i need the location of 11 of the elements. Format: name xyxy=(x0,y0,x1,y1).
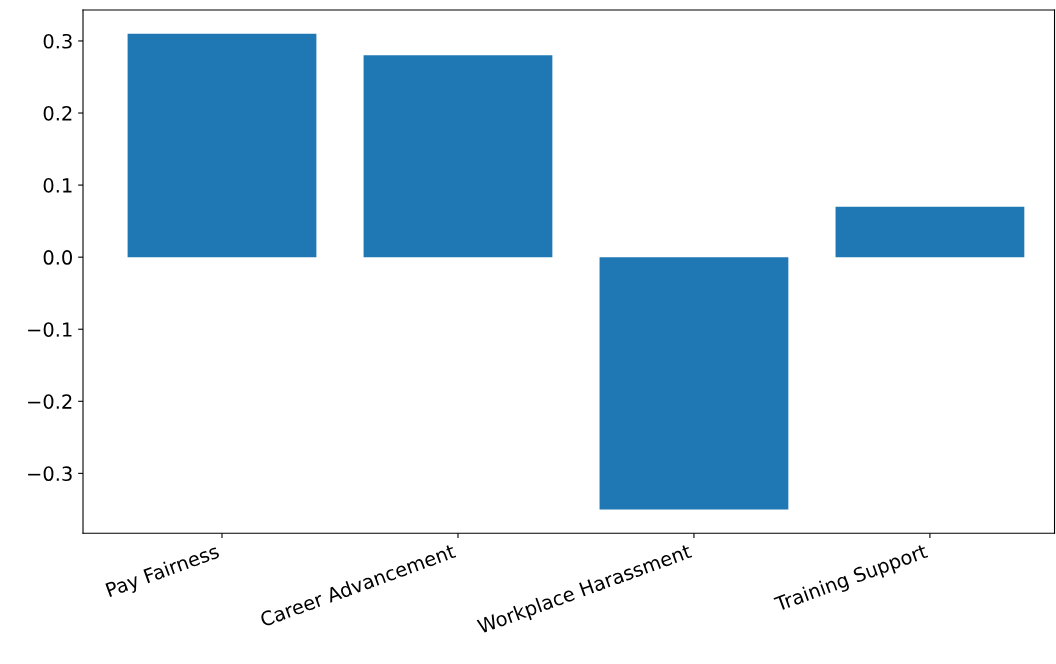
y-tick-label: 0.1 xyxy=(43,178,72,193)
bar xyxy=(127,33,317,258)
y-tick-label: 0.3 xyxy=(43,33,72,49)
bar xyxy=(599,257,789,510)
bar xyxy=(363,55,553,258)
y-tick-label: 0.2 xyxy=(43,105,72,121)
y-tick-label: −0.3 xyxy=(28,466,72,482)
y-tick-label: −0.2 xyxy=(28,394,72,409)
bar xyxy=(835,206,1025,258)
y-tick-label: 0.0 xyxy=(43,250,72,265)
y-tick-label: −0.1 xyxy=(28,322,72,337)
